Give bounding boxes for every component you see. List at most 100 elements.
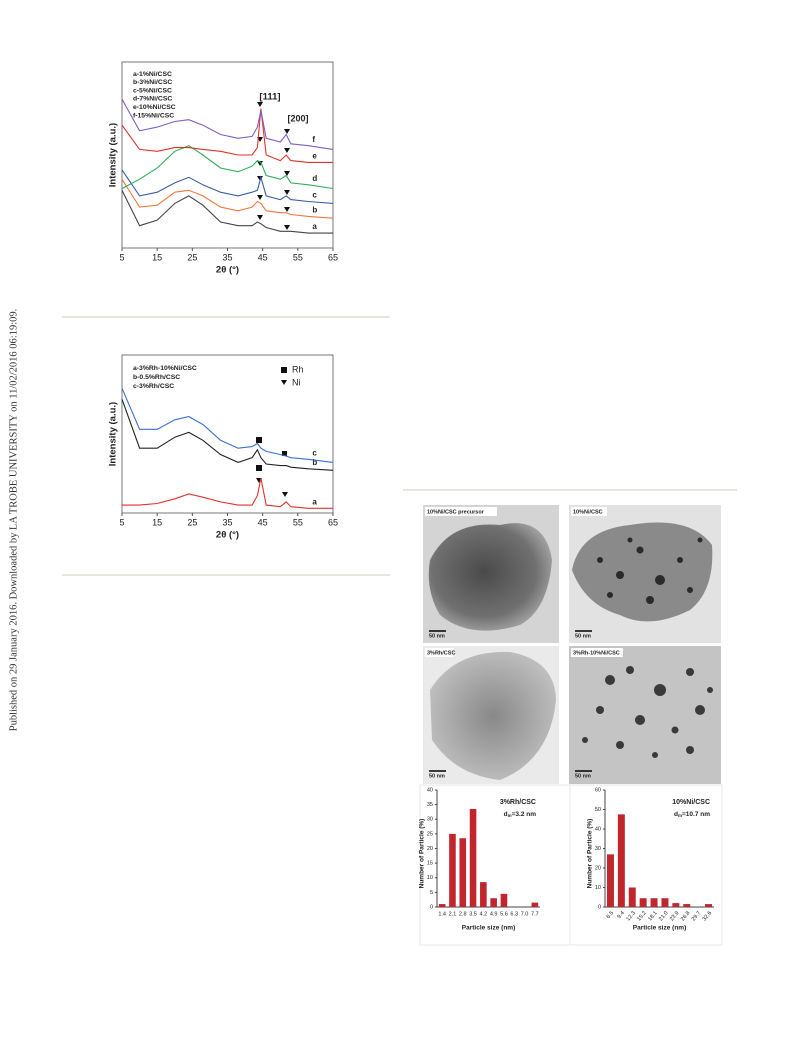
legend-label: b-0.5%Rh/CSC xyxy=(133,374,180,381)
y-tick-label: 0 xyxy=(598,904,601,910)
legend-label: a-3%Rh-10%Ni/CSC xyxy=(133,365,197,372)
bar xyxy=(639,898,647,907)
x-tick-label: 55 xyxy=(293,252,303,262)
legend-label: b-3%Ni/CSC xyxy=(133,79,172,86)
legend-label: c-5%Ni/CSC xyxy=(133,87,172,94)
x-tick-label: 7.7 xyxy=(531,911,539,917)
x-tick-label: 2.1 xyxy=(449,911,457,917)
x-tick-label: 25 xyxy=(187,252,197,262)
bar xyxy=(672,903,680,907)
bar xyxy=(683,904,691,907)
legend-label: Ni xyxy=(292,377,301,387)
legend-label: a-1%Ni/CSC xyxy=(133,71,172,78)
x-tick-label: 12.3 xyxy=(625,910,636,922)
y-tick-label: 30 xyxy=(595,846,601,852)
mean-value: =3.2 nm xyxy=(512,811,537,818)
series-line xyxy=(121,190,333,234)
series-label: b xyxy=(312,458,317,467)
series-label: a xyxy=(312,222,317,231)
y-tick-label: 25 xyxy=(427,831,433,837)
x-axis-title: Particle size (nm) xyxy=(462,925,515,932)
series-line xyxy=(121,399,334,471)
x-tick-label: 65 xyxy=(328,517,338,527)
panel xyxy=(569,784,723,946)
image-label: 3%Rh/CSC xyxy=(427,650,455,656)
bar xyxy=(531,902,539,907)
panel xyxy=(419,784,571,946)
bar xyxy=(438,904,446,907)
bar xyxy=(449,833,456,907)
x-tick-label: 4.2 xyxy=(480,911,488,917)
y-tick-label: 10 xyxy=(595,885,601,891)
tem-image: 10%Ni/CSC 50 nm xyxy=(569,505,721,643)
series-line xyxy=(121,145,334,190)
x-tick-label: 23.9 xyxy=(669,910,680,922)
series-label: c xyxy=(312,448,317,457)
annotation: [111] xyxy=(259,92,280,103)
scale-label: 50 nm xyxy=(429,633,445,639)
mean-size: dm=3.2 nm xyxy=(504,811,537,818)
x-tick-label: 15.2 xyxy=(636,910,647,922)
x-tick-label: 15 xyxy=(152,517,162,527)
annotation: [200] xyxy=(287,113,308,123)
y-tick-label: 60 xyxy=(595,787,601,793)
x-tick-label: 5 xyxy=(119,252,124,262)
series-line xyxy=(121,178,334,219)
x-tick-label: 1.4 xyxy=(438,911,446,917)
y-tick-label: 15 xyxy=(427,861,433,867)
legend-label: e-10%Ni/CSC xyxy=(133,104,176,111)
chart-title: 3%Rh/CSC xyxy=(500,799,536,806)
x-tick-label: 7.0 xyxy=(521,911,529,917)
x-tick-label: 45 xyxy=(258,252,268,262)
x-tick-label: 5.6 xyxy=(500,911,508,917)
scale-label: 50 nm xyxy=(575,773,591,779)
scale-label: 50 nm xyxy=(429,773,445,779)
bar xyxy=(500,893,508,907)
series-line xyxy=(121,387,334,463)
side-note: Published on 29 January 2016. Downloaded… xyxy=(8,309,19,732)
y-tick-label: 50 xyxy=(595,807,601,813)
x-tick-label: 21.0 xyxy=(658,910,669,922)
mean-size: dm=10.7 nm xyxy=(674,811,710,818)
y-axis-title: Intensity (a.u.) xyxy=(108,402,119,466)
bar xyxy=(480,882,487,907)
bar xyxy=(628,887,636,907)
series-label: e xyxy=(312,152,317,161)
series-line xyxy=(122,478,333,509)
x-tick-label: 29.7 xyxy=(691,910,702,922)
image-label: 10%Ni/CSC precursor xyxy=(427,509,485,515)
mean-subscript: m xyxy=(508,813,512,818)
bar xyxy=(705,904,713,907)
x-tick-label: 4.9 xyxy=(490,911,498,917)
peak-markers xyxy=(256,367,288,497)
x-tick-label: 15 xyxy=(152,252,162,262)
x-axis-title: Particle size (nm) xyxy=(633,925,686,932)
y-axis-title: Number of Particle (%) xyxy=(587,819,594,889)
y-tick-label: 30 xyxy=(427,817,433,823)
x-tick-label: 6.3 xyxy=(510,911,518,917)
x-tick-label: 35 xyxy=(222,517,232,527)
x-tick-label: 35 xyxy=(222,252,232,262)
series-line xyxy=(121,169,334,204)
mean-value: =10.7 nm xyxy=(682,811,710,818)
x-tick-label: 26.8 xyxy=(680,910,691,922)
legend-label: f-15%Ni/CSC xyxy=(133,112,174,119)
tem-image: 10%Ni/CSC precursor 50 nm xyxy=(423,505,559,643)
x-tick-label: 65 xyxy=(328,252,338,262)
mean-symbol: d xyxy=(674,811,678,818)
y-tick-label: 40 xyxy=(595,826,601,832)
y-tick-label: 10 xyxy=(427,875,433,881)
bar xyxy=(606,854,614,907)
y-tick-label: 40 xyxy=(427,787,433,793)
bar xyxy=(617,814,625,907)
x-tick-label: 3.5 xyxy=(469,911,477,917)
legend-label: c-3%Rh/CSC xyxy=(133,383,174,390)
x-tick-label: 32.6 xyxy=(702,910,713,922)
x-tick-label: 45 xyxy=(258,517,268,527)
mean-symbol: d xyxy=(504,811,508,818)
y-axis-title: Intensity (a.u.) xyxy=(108,123,119,187)
x-axis-title: 2θ (°) xyxy=(216,530,239,541)
x-tick-label: 2.8 xyxy=(459,911,467,917)
mean-subscript: m xyxy=(678,813,682,818)
